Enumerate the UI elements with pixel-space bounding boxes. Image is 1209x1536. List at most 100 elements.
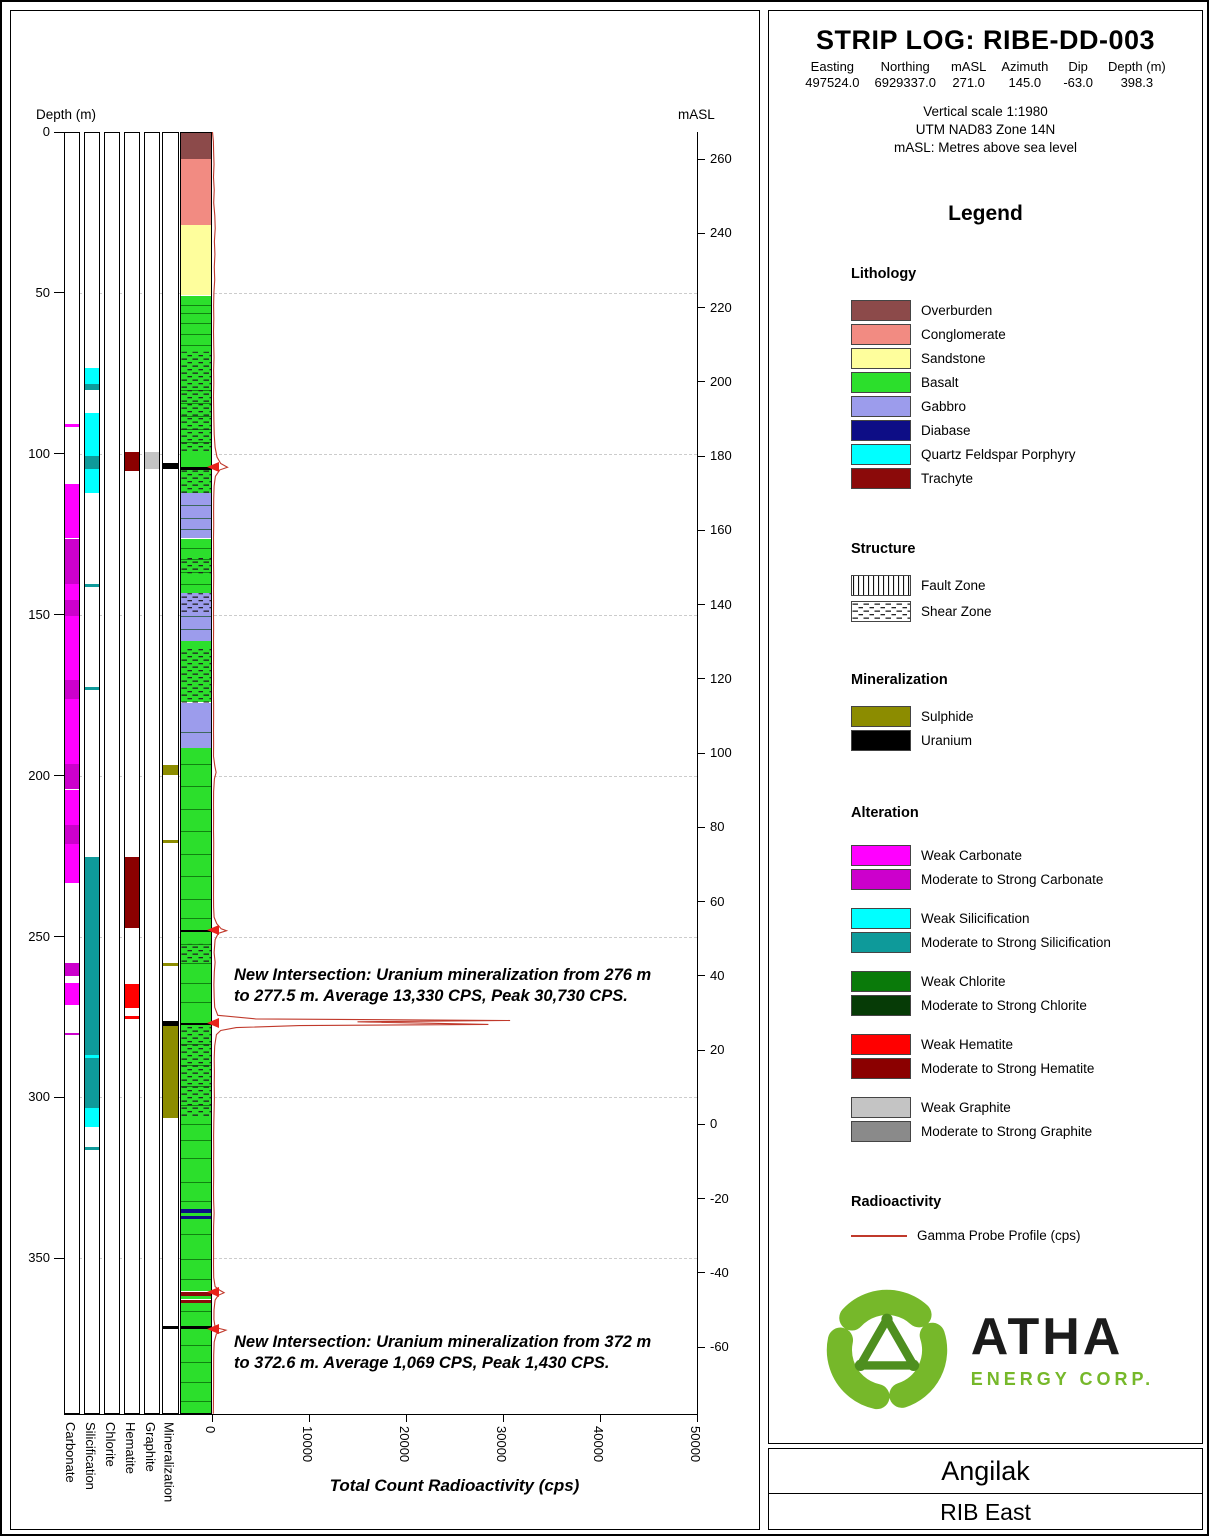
- field-label: mASL: [950, 59, 987, 74]
- legend-swatch: [851, 845, 911, 867]
- interval-carbonate: [65, 824, 79, 845]
- uranium-band: [181, 1326, 211, 1329]
- depth-tick-label: 200: [28, 767, 50, 783]
- legend-swatch: [851, 420, 911, 442]
- project-footer: Angilak RIB East: [768, 1448, 1203, 1530]
- lithology-contact: [181, 517, 211, 519]
- masl-tick-label: 40: [710, 967, 725, 983]
- masl-tick: [697, 826, 705, 828]
- masl-tick: [697, 678, 705, 680]
- cps-tick-label: 30000: [494, 1426, 509, 1463]
- uranium-band: [181, 467, 211, 470]
- field-value: 398.3: [1120, 75, 1154, 90]
- masl-tick-label: 160: [710, 522, 732, 538]
- legend-section-lithology: Lithology Overburden Conglomerate Sandstone…: [779, 266, 1192, 490]
- interval-silicification: [85, 1146, 99, 1150]
- interval-carbonate: [65, 699, 79, 764]
- masl-tick-label: 100: [710, 745, 732, 760]
- lithology-contact: [181, 1278, 211, 1280]
- lithology-interval-sandstone: [181, 224, 211, 296]
- masl-tick-label: 220: [710, 299, 732, 315]
- legend-label: Fault Zone: [921, 578, 986, 594]
- depth-tick: [54, 131, 64, 133]
- legend-item-fault-zone: Fault Zone: [851, 575, 1192, 597]
- lithology-contact: [181, 918, 211, 920]
- legend-item-moderate-to-strong-carbonate: Moderate to Strong Carbonate: [851, 869, 1192, 891]
- legend-label: Weak Graphite: [921, 1100, 1011, 1116]
- lithology-contact: [181, 1157, 211, 1159]
- field-label: Easting: [810, 59, 855, 74]
- legend-item-moderate-to-strong-silicification: Moderate to Strong Silicification: [851, 932, 1192, 954]
- depth-tick-label: 150: [28, 606, 50, 622]
- column-label-silicification: Silicification: [83, 1422, 98, 1490]
- depth-tick-label: 0: [42, 124, 50, 139]
- collar-field-easting: Easting 497524.0: [805, 59, 859, 91]
- column-graphite: [144, 132, 160, 1414]
- legend-label: Overburden: [921, 303, 993, 319]
- lithology-contact: [181, 853, 211, 855]
- legend-item-sulphide: Sulphide: [851, 706, 1192, 728]
- interval-carbonate: [65, 599, 79, 616]
- interval-mineralization: [163, 1026, 178, 1118]
- masl-tick: [697, 1346, 705, 1348]
- cps-tick: [599, 1415, 601, 1422]
- interval-carbonate: [65, 615, 79, 681]
- annotation-line: to 277.5 m. Average 13,330 CPS, Peak 30,…: [234, 987, 628, 1006]
- interval-carbonate: [65, 424, 79, 428]
- interval-mineralization: [163, 765, 178, 775]
- legend-swatch: [851, 601, 911, 623]
- column-carbonate: [64, 132, 80, 1414]
- masl-tick-label: -40: [710, 1264, 729, 1280]
- depth-tick: [54, 453, 64, 455]
- lithology-contact: [181, 808, 211, 810]
- interval-mineralization: [163, 963, 178, 967]
- masl-tick-label: 20: [710, 1042, 725, 1057]
- shear-zone: [181, 470, 211, 494]
- masl-tick: [697, 1123, 705, 1125]
- interval-silicification: [85, 1108, 99, 1128]
- interval-carbonate: [65, 680, 79, 700]
- masl-tick-label: 80: [710, 819, 725, 835]
- shear-zone: [181, 557, 211, 574]
- depth-tick: [54, 775, 64, 777]
- lithology-contact: [181, 1201, 211, 1203]
- masl-tick: [697, 604, 705, 605]
- masl-tick: [697, 975, 705, 977]
- interval-hematite: [125, 1016, 139, 1020]
- lithology-contact: [181, 548, 211, 550]
- cps-tick: [211, 1415, 213, 1422]
- masl-tick: [697, 455, 705, 457]
- depth-tick-label: 100: [28, 445, 50, 461]
- lithology-contact: [181, 763, 211, 765]
- lithology-contact: [181, 831, 211, 833]
- masl-tick: [697, 1198, 705, 1199]
- masl-tick: [697, 529, 705, 531]
- legend-swatch: [851, 869, 911, 891]
- cps-tick-label: 0: [203, 1426, 218, 1434]
- legend-sections: Lithology Overburden Conglomerate Sandstone…: [779, 226, 1192, 1246]
- lithology-contact: [181, 1233, 211, 1235]
- field-value: 6929337.0: [874, 75, 936, 90]
- interval-silicification: [85, 857, 99, 1055]
- brand-subtitle: ENERGY CORP.: [970, 1368, 1155, 1389]
- plot-bottom-spine: [64, 1414, 698, 1415]
- cps-tick-label: 40000: [591, 1426, 606, 1463]
- annotation-line: New Intersection: Uranium mineralization…: [234, 966, 652, 985]
- alteration-pair-weak-graphite: Weak Graphite Moderate to Strong Graphite: [851, 1097, 1192, 1143]
- masl-tick: [697, 1272, 705, 1274]
- annotation-line: New Intersection: Uranium mineralization…: [234, 1332, 652, 1351]
- legend-swatch: [851, 1097, 911, 1119]
- intersection-annotation-2: New Intersection: Uranium mineralization…: [234, 1332, 704, 1374]
- masl-tick-label: 200: [710, 373, 732, 389]
- masl-tick: [697, 307, 705, 308]
- shear-zone: [181, 943, 211, 964]
- masl-tick: [697, 1049, 705, 1051]
- legend-label: Weak Carbonate: [921, 848, 1023, 864]
- legend-swatch: [851, 1058, 911, 1080]
- interval-silicification: [85, 367, 99, 384]
- legend-section-title-alteration: Alteration: [851, 805, 919, 822]
- legend-label: Moderate to Strong Hematite: [921, 1061, 1095, 1077]
- cps-tick-label: 20000: [397, 1426, 412, 1463]
- interval-mineralization: [163, 1326, 178, 1329]
- lithology-interval-basalt: [181, 747, 211, 1210]
